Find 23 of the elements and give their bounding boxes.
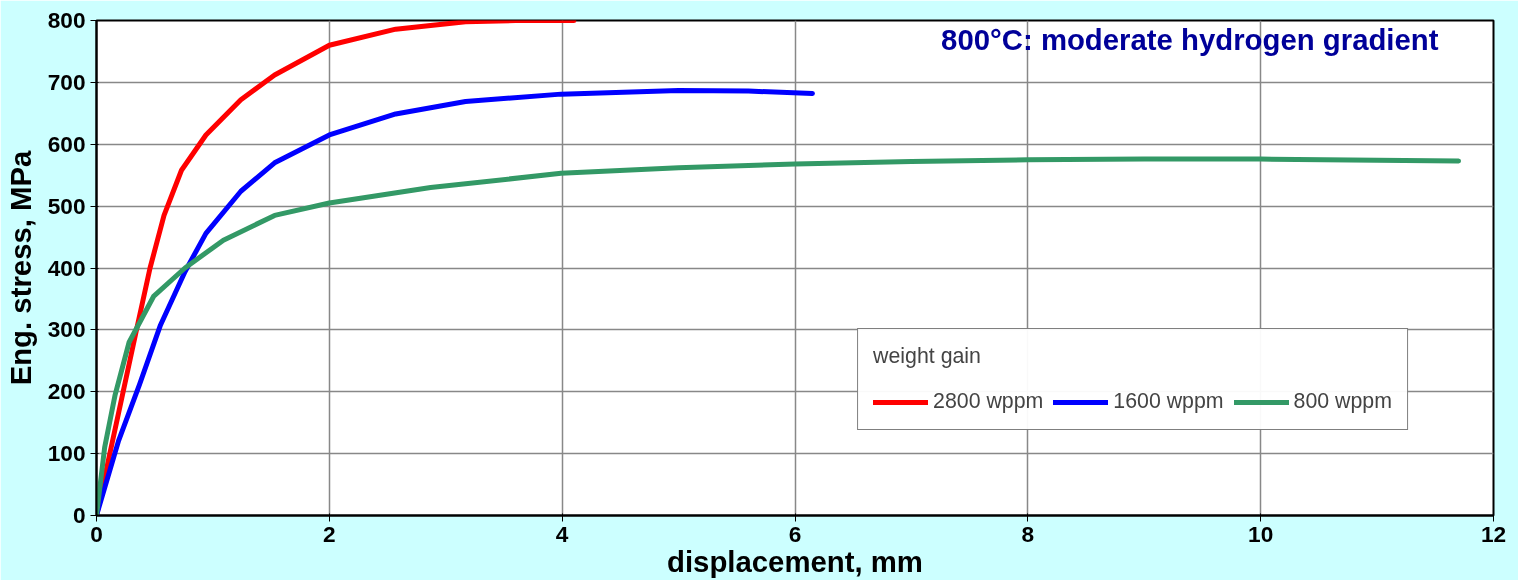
- chart-title: 800°C: moderate hydrogen gradient: [941, 22, 1439, 56]
- legend-label: 2800 wppm: [933, 389, 1044, 414]
- x-tick-label: 2: [323, 520, 336, 547]
- y-tick-label: 200: [47, 378, 86, 405]
- x-tick-label: 8: [1021, 520, 1035, 547]
- legend-label: 1600 wppm: [1113, 389, 1224, 414]
- y-tick-label: 500: [47, 192, 86, 219]
- y-tick-label: 300: [47, 316, 86, 343]
- y-tick-label: 0: [72, 502, 86, 528]
- x-tick-label: 0: [90, 520, 103, 547]
- x-tick-label: 12: [1480, 520, 1507, 547]
- y-tick-label: 800: [47, 7, 86, 33]
- legend-title: weight gain: [873, 344, 982, 369]
- y-axis-title: Eng. stress, MPa: [3, 149, 37, 386]
- y-tick-label: 700: [47, 68, 86, 95]
- y-tick-label: 400: [47, 254, 86, 281]
- legend-label: 800 wppm: [1293, 389, 1392, 414]
- x-tick-label: 4: [555, 520, 569, 547]
- y-tick-label: 100: [47, 440, 86, 467]
- y-tick-label: 600: [47, 130, 86, 157]
- x-axis-title: displacement, mm: [667, 544, 923, 578]
- x-tick-label: 10: [1248, 520, 1274, 547]
- x-tick-label: 6: [788, 520, 802, 547]
